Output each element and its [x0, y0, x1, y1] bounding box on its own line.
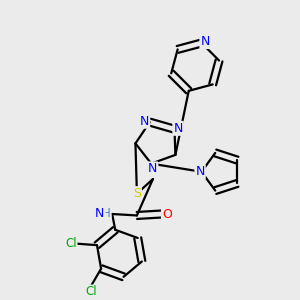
Text: N: N — [148, 162, 158, 176]
Text: N: N — [140, 115, 149, 128]
Text: Cl: Cl — [65, 237, 76, 250]
Text: O: O — [162, 208, 172, 220]
Text: Cl: Cl — [85, 286, 97, 298]
Text: N: N — [195, 165, 205, 178]
Text: H: H — [102, 207, 111, 220]
Text: N: N — [95, 207, 105, 220]
Text: N: N — [200, 35, 210, 48]
Text: N: N — [173, 122, 183, 135]
Text: S: S — [133, 187, 141, 200]
